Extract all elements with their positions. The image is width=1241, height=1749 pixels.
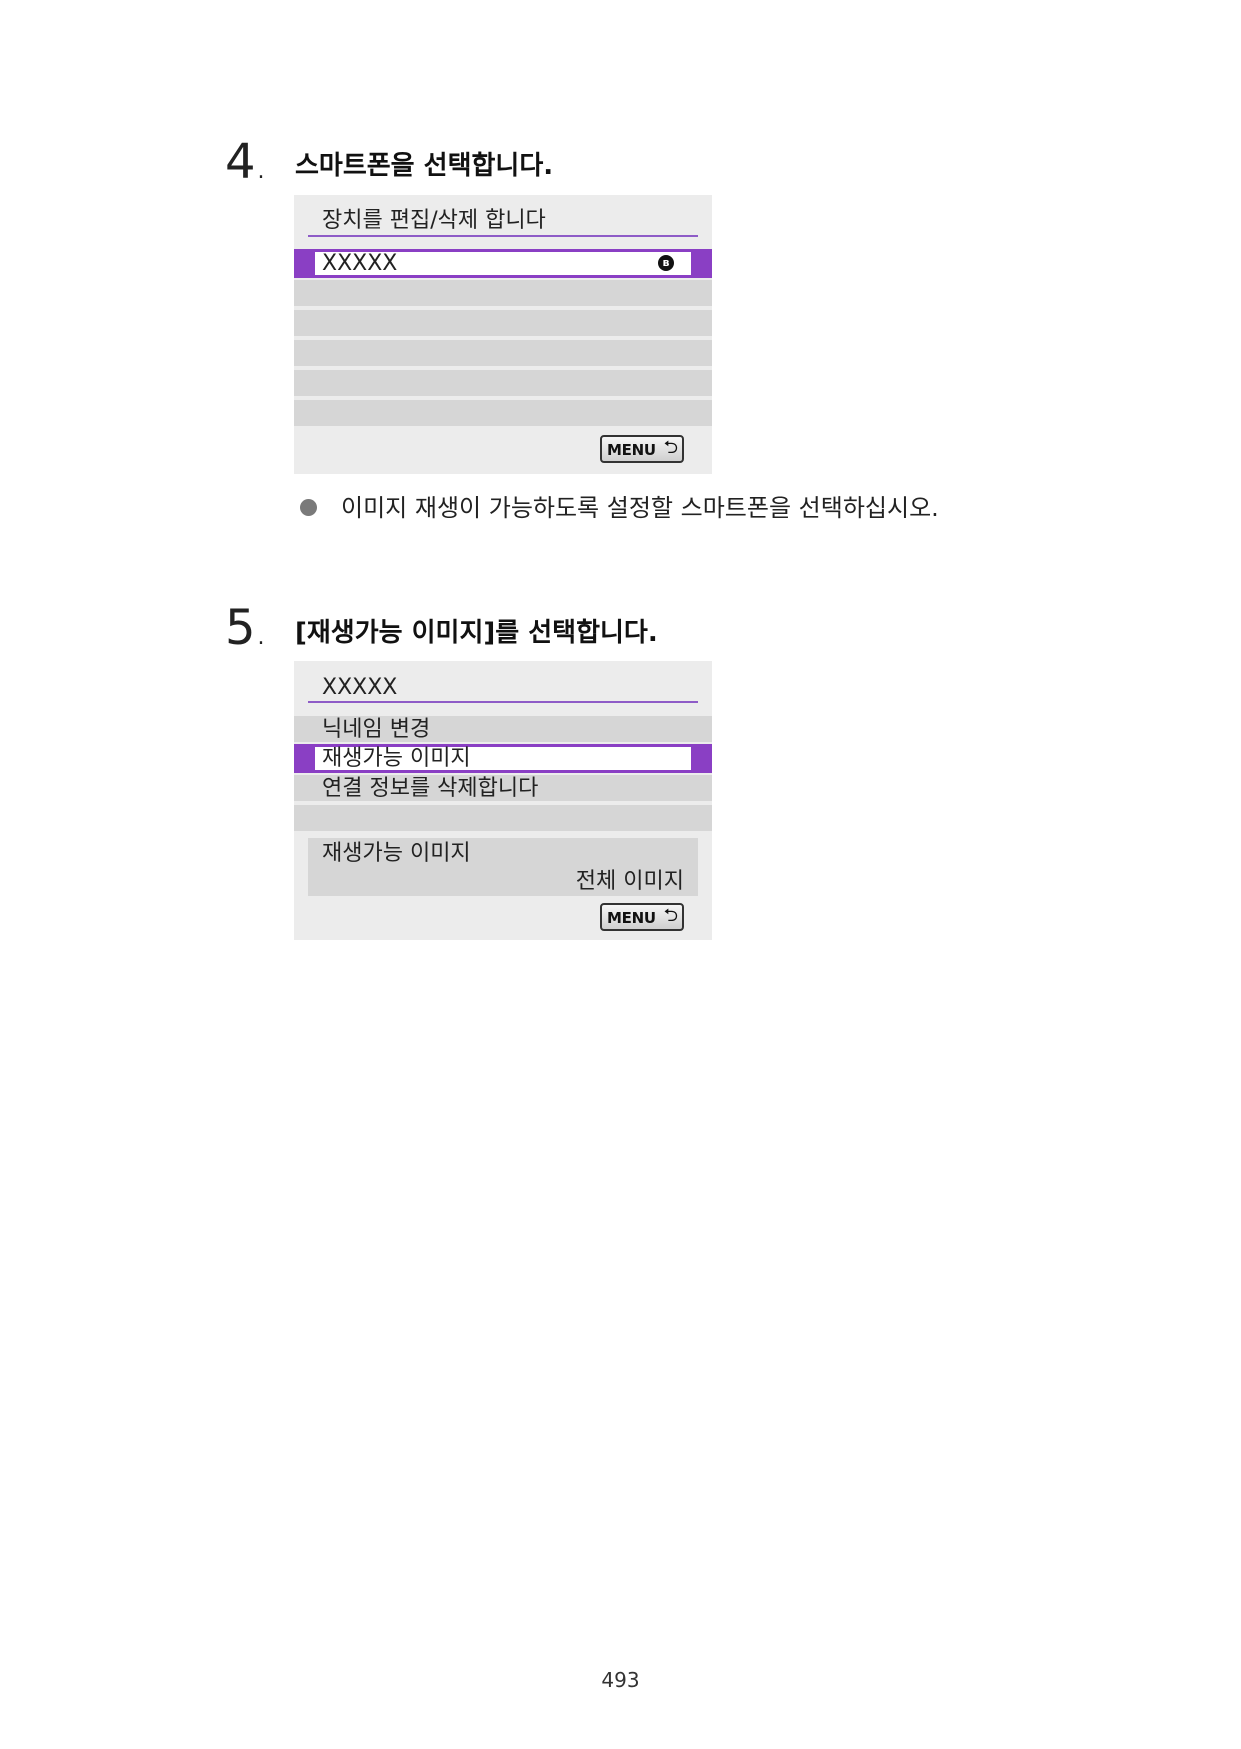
menu-item-label: 연결 정보를 삭제합니다 [322, 776, 539, 801]
device-options-screen: XXXXX 닉네임 변경 재생가능 이미지 연결 정보를 삭제합니다 재생가능 … [294, 661, 712, 940]
info-value: 전체 이미지 [575, 869, 684, 894]
menu-item-delete-connection[interactable]: 연결 정보를 삭제합니다 [294, 775, 712, 801]
info-label: 재생가능 이미지 [322, 841, 471, 866]
menu-item-label: 닉네임 변경 [322, 717, 431, 742]
bluetooth-icon: ʙ [658, 255, 674, 271]
empty-row [294, 280, 712, 306]
title-underline [308, 235, 698, 237]
menu-back-button[interactable]: MENU ⮌ [600, 435, 684, 463]
step-5-number: 5. [225, 600, 265, 656]
menu-item-viewable-images[interactable]: 재생가능 이미지 [294, 744, 712, 773]
return-arrow-icon: ⮌ [663, 437, 678, 458]
step-5-title: [재생가능 이미지]를 선택합니다. [295, 618, 658, 648]
screen-title: 장치를 편집/삭제 합니다 [322, 208, 546, 233]
empty-row [294, 340, 712, 366]
selection-highlight [315, 747, 691, 770]
step-4-number: 4. [225, 134, 265, 190]
empty-row [294, 805, 712, 831]
screen-title: XXXXX [322, 675, 398, 700]
menu-item-nickname[interactable]: 닉네임 변경 [294, 716, 712, 742]
menu-label: MENU [607, 909, 656, 927]
title-underline [308, 701, 698, 703]
empty-row [294, 400, 712, 426]
menu-back-button[interactable]: MENU ⮌ [600, 903, 684, 931]
device-edit-screen: 장치를 편집/삭제 합니다 XXXXX ʙ MENU ⮌ [294, 195, 712, 474]
menu-label: MENU [607, 441, 656, 459]
empty-row [294, 370, 712, 396]
selection-highlight [315, 252, 691, 275]
info-box: 재생가능 이미지 전체 이미지 [308, 838, 698, 896]
device-item-selected[interactable]: XXXXX ʙ [294, 249, 712, 278]
device-name: XXXXX [322, 251, 398, 276]
empty-row [294, 310, 712, 336]
return-arrow-icon: ⮌ [663, 905, 678, 926]
step-4-instruction: 이미지 재생이 가능하도록 설정할 스마트폰을 선택하십시오. [341, 494, 939, 522]
menu-item-label: 재생가능 이미지 [322, 746, 471, 771]
step-4-title: 스마트폰을 선택합니다. [295, 151, 554, 181]
page-number: 493 [601, 1668, 640, 1692]
bullet-dot [300, 499, 317, 516]
